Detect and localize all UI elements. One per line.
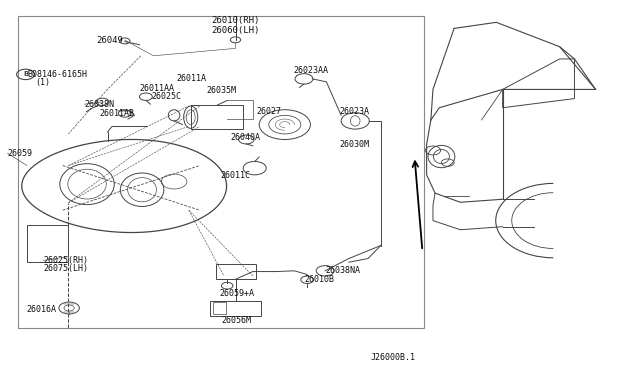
Text: 26016A: 26016A <box>27 305 57 314</box>
Text: 26056M: 26056M <box>222 316 252 325</box>
Text: 26011C: 26011C <box>221 171 251 180</box>
Text: 26035M: 26035M <box>206 86 236 95</box>
Text: 26059+A: 26059+A <box>220 289 254 298</box>
Text: 26038N: 26038N <box>84 100 115 109</box>
Text: 26011AA: 26011AA <box>140 84 175 93</box>
Bar <box>27 225 68 262</box>
Text: B08146-6165H: B08146-6165H <box>27 70 87 79</box>
Text: 26010(RH): 26010(RH) <box>211 16 260 25</box>
Text: 26027: 26027 <box>256 107 281 116</box>
Text: 26025(RH): 26025(RH) <box>44 256 88 265</box>
Text: (1): (1) <box>35 78 50 87</box>
Bar <box>18 16 424 328</box>
Text: 26060(LH): 26060(LH) <box>211 26 260 35</box>
Text: 26040A: 26040A <box>230 133 260 142</box>
Text: B: B <box>23 71 28 77</box>
Text: 26023A: 26023A <box>339 107 369 116</box>
Text: 26023AA: 26023AA <box>293 66 328 75</box>
Text: 26049: 26049 <box>97 36 124 45</box>
Text: J26000B.1: J26000B.1 <box>371 353 416 362</box>
Bar <box>213 302 226 314</box>
Text: 26011A: 26011A <box>176 74 206 83</box>
Text: 26010B: 26010B <box>305 275 335 284</box>
Text: 26075(LH): 26075(LH) <box>44 264 88 273</box>
Text: 26025C: 26025C <box>151 92 181 101</box>
Bar <box>216 264 256 279</box>
Text: 26059: 26059 <box>8 149 33 158</box>
Text: 26011AB: 26011AB <box>99 109 134 118</box>
Bar <box>210 301 261 316</box>
Text: 26038NA: 26038NA <box>325 266 360 275</box>
Text: 26030M: 26030M <box>339 140 369 149</box>
